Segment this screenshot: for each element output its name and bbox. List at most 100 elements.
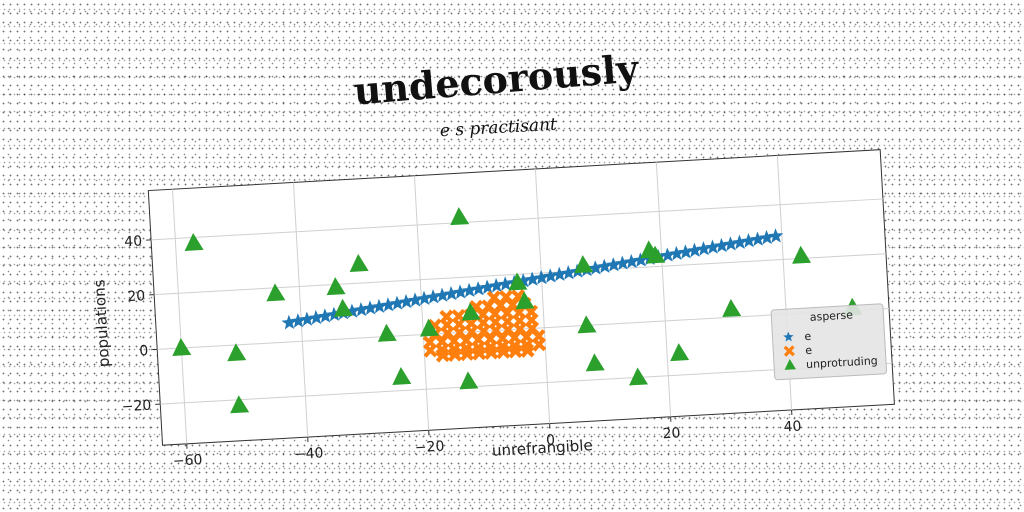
triangle-point <box>227 343 247 362</box>
triangle-point <box>508 272 528 291</box>
triangle-point <box>326 277 346 296</box>
star-point <box>407 292 423 308</box>
x-point <box>486 290 502 305</box>
x-point <box>508 344 523 359</box>
star-point <box>380 297 396 312</box>
triangle-point <box>574 255 594 274</box>
triangle-point <box>450 207 470 226</box>
x-point <box>447 347 462 362</box>
legend-triangle-icon <box>784 359 796 370</box>
star-point <box>750 231 766 247</box>
legend-x-icon <box>783 345 795 357</box>
y-tick-label: 0 <box>139 343 149 359</box>
star-point <box>587 260 603 275</box>
triangle-point <box>266 283 286 302</box>
triangle-point <box>419 318 439 337</box>
x-tick-label: −40 <box>293 445 323 463</box>
triangle-point <box>670 343 690 362</box>
x-point <box>520 343 535 358</box>
star-point <box>605 257 622 272</box>
y-grid-line <box>157 307 890 350</box>
star-point <box>614 255 631 271</box>
x-point <box>439 309 454 324</box>
x-point <box>423 343 438 358</box>
x-point <box>471 346 487 361</box>
tick-labels: −60 −40 −20 0 20 40 −20 0 20 40 <box>121 233 802 470</box>
data-marks <box>172 207 863 414</box>
star-point <box>686 242 703 258</box>
legend-box <box>770 303 888 381</box>
triangle-point <box>184 232 204 251</box>
star-point <box>632 252 649 267</box>
x-axis-label: unrefrangible <box>491 436 593 460</box>
star-point <box>732 234 748 250</box>
triangle-point <box>377 323 397 342</box>
star-point <box>497 276 513 292</box>
y-tick-label: 40 <box>124 233 143 250</box>
star-point <box>704 239 721 255</box>
star-point <box>434 287 450 303</box>
star-point <box>308 309 324 325</box>
star-point <box>425 289 441 304</box>
star-point <box>326 306 342 322</box>
x-tick-label: −60 <box>172 452 202 470</box>
triangle-point <box>349 253 369 272</box>
triangle-point <box>577 315 597 334</box>
x-point <box>483 345 499 360</box>
star-point <box>533 269 549 285</box>
star-point <box>623 253 640 269</box>
chart-plot: e s practisant −60 −40 −20 0 20 40 −20 0 20 40 un… <box>90 115 895 470</box>
triangle-point <box>230 395 250 414</box>
legend-star-icon <box>783 331 794 342</box>
legend-title: asperse <box>809 308 853 323</box>
star-point <box>488 277 504 293</box>
star-point <box>668 245 685 261</box>
star-point <box>452 284 468 300</box>
legend-label: e <box>804 330 812 343</box>
x-tick-label: 40 <box>783 418 802 435</box>
star-point <box>398 293 414 309</box>
star-point <box>560 265 577 280</box>
star-point <box>659 247 676 263</box>
star-point <box>741 233 757 248</box>
triangle-point <box>515 291 535 310</box>
legend-label: unprotruding <box>806 354 878 371</box>
star-point <box>461 282 477 298</box>
star-point <box>551 266 568 282</box>
triangle-point <box>646 245 666 264</box>
star-point <box>353 301 369 317</box>
series-3 <box>172 207 863 414</box>
star-point <box>713 237 730 253</box>
y-tick-label: −20 <box>121 398 151 416</box>
star-point <box>759 229 775 245</box>
star-point <box>299 311 315 327</box>
x-grid-line <box>655 162 672 417</box>
star-point <box>443 285 459 301</box>
star-point <box>768 228 784 243</box>
star-point <box>470 281 486 296</box>
x-tick-label: −20 <box>414 438 444 456</box>
star-point <box>281 314 297 330</box>
star-point <box>479 279 495 295</box>
star-point <box>362 300 378 316</box>
triangle-point <box>585 353 605 372</box>
star-point <box>344 303 360 319</box>
star-point <box>515 273 531 288</box>
x-point <box>459 346 475 362</box>
x-tick-label: 0 <box>546 432 556 448</box>
triangle-point <box>722 299 742 318</box>
triangle-point <box>629 367 649 386</box>
x-point <box>498 289 514 305</box>
x-tick-label: 20 <box>662 425 681 442</box>
x-point <box>531 337 547 352</box>
star-point <box>542 268 558 284</box>
y-grid-line <box>151 198 883 241</box>
x-point <box>495 344 511 360</box>
star-point <box>389 295 405 311</box>
triangle-point <box>172 337 192 356</box>
chart-subtitle: e s practisant <box>439 115 557 142</box>
star-point <box>317 308 333 324</box>
x-point <box>435 348 450 363</box>
x-grid-line <box>292 182 309 438</box>
